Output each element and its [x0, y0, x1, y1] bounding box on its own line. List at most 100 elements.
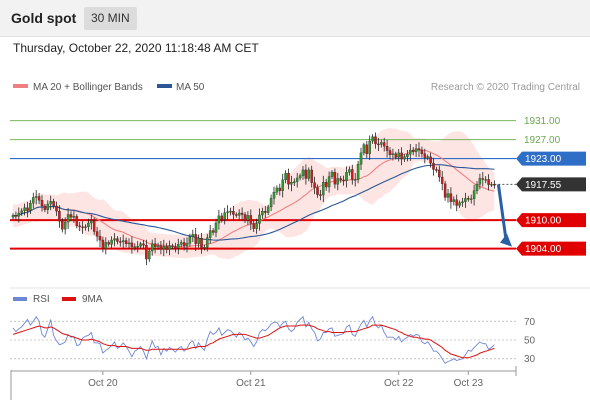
candle	[356, 160, 360, 184]
candle	[90, 214, 93, 230]
candle	[472, 184, 476, 206]
rsi-tick-70: 70	[524, 317, 536, 328]
candle	[179, 239, 183, 248]
candle	[469, 194, 473, 204]
candle	[110, 236, 113, 249]
candle	[252, 220, 255, 232]
rsi-panel: 70 50 30	[10, 315, 536, 365]
candle	[223, 207, 226, 225]
candle	[165, 242, 168, 254]
level-tags: 1931.00 1927.00 1923.00 1917.55 1910.00 1904.…	[516, 116, 586, 256]
timeframe-selector[interactable]: 30 MIN	[84, 7, 137, 30]
rsi-tick-50: 50	[524, 336, 536, 347]
candle	[139, 241, 142, 249]
candle	[78, 222, 81, 232]
candle	[185, 237, 189, 253]
candle	[281, 173, 284, 198]
ma50-legend-label: MA 50	[176, 82, 205, 93]
candle	[374, 132, 377, 149]
candle	[269, 194, 273, 212]
candle	[368, 135, 371, 160]
candle	[156, 242, 160, 250]
x-tick-label: Oct 20	[88, 378, 118, 389]
candle	[432, 157, 435, 176]
candle	[142, 240, 145, 250]
candle	[409, 144, 412, 161]
candle	[261, 207, 264, 219]
candle	[461, 197, 464, 207]
candle	[330, 170, 334, 179]
candle	[336, 172, 340, 191]
candle	[322, 175, 325, 203]
rsi-tick-30: 30	[524, 354, 536, 365]
candle	[168, 240, 171, 256]
candle	[81, 221, 84, 234]
level-tag-text-1910.00: 1910.00	[525, 216, 562, 227]
candle	[423, 148, 427, 164]
ma50-legend-swatch	[157, 84, 172, 88]
candle	[380, 139, 383, 148]
candle	[385, 139, 389, 158]
candle	[101, 236, 105, 253]
candle	[467, 195, 470, 202]
ma20-legend-label: MA 20 + Bollinger Bands	[33, 82, 143, 93]
candle	[14, 211, 18, 221]
candle	[203, 245, 206, 251]
candle	[49, 195, 52, 211]
candle	[446, 188, 450, 203]
candle	[443, 180, 447, 201]
candle	[484, 176, 487, 184]
candle	[127, 238, 131, 250]
time-axis: Oct 20 Oct 21 Oct 22 Oct 23	[10, 366, 517, 400]
bollinger-band-area	[13, 128, 495, 260]
rsi-ma-legend-label: 9MA	[82, 294, 103, 305]
candle	[119, 237, 122, 247]
candle	[171, 243, 174, 250]
candle	[113, 233, 116, 247]
candle	[478, 173, 482, 190]
candle	[278, 183, 282, 196]
candle	[382, 137, 386, 152]
candle	[440, 171, 444, 191]
level-tag-text-1917.55: 1917.55	[525, 180, 562, 191]
candle	[107, 240, 110, 247]
ma20-legend-swatch	[13, 84, 28, 88]
candle	[84, 224, 87, 231]
candle	[235, 212, 238, 218]
level-tag-text-1904.00: 1904.00	[525, 244, 562, 255]
candle	[58, 205, 61, 228]
candle	[61, 218, 64, 233]
candle	[237, 209, 241, 220]
candle	[342, 175, 345, 186]
candle	[217, 209, 221, 230]
candle	[75, 214, 79, 229]
candle	[29, 200, 32, 214]
candle	[240, 207, 244, 221]
instrument-title: Gold spot	[11, 10, 77, 26]
candle	[455, 194, 458, 212]
report-datetime: Thursday, October 22, 2020 11:18:48 AM C…	[13, 41, 259, 55]
candle	[403, 154, 406, 162]
candle	[319, 189, 322, 201]
candle	[229, 207, 232, 216]
candle	[490, 182, 493, 187]
candle	[406, 150, 409, 162]
candle	[162, 239, 166, 257]
candle	[458, 200, 461, 208]
candle	[411, 147, 415, 156]
candle	[150, 239, 154, 256]
candle	[487, 174, 490, 191]
candle	[388, 147, 392, 159]
candle	[345, 166, 348, 188]
candle	[43, 203, 47, 213]
candle	[20, 208, 23, 216]
candle	[316, 184, 319, 198]
candle	[63, 217, 67, 235]
candle	[95, 226, 99, 242]
candle	[197, 234, 200, 248]
candle	[220, 212, 224, 223]
candle	[293, 178, 296, 187]
candle	[177, 238, 180, 255]
candle	[211, 228, 215, 236]
candle	[464, 192, 467, 208]
